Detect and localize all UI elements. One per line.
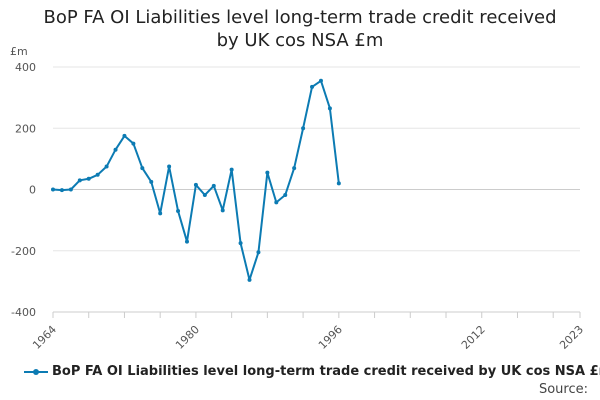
x-tick-label: 1980 xyxy=(173,323,202,352)
y-axis: -400 -200 0 200 400 xyxy=(11,61,36,319)
data-point[interactable] xyxy=(167,164,172,169)
series-group xyxy=(51,78,341,282)
data-point[interactable] xyxy=(283,193,288,198)
x-tick-label: 2023 xyxy=(557,323,586,352)
data-point[interactable] xyxy=(211,183,216,188)
data-point[interactable] xyxy=(310,84,315,89)
data-point[interactable] xyxy=(68,187,73,192)
data-point[interactable] xyxy=(292,166,297,171)
y-tick-label: -400 xyxy=(11,306,36,319)
legend-swatch xyxy=(24,366,48,378)
y-tick-label: -200 xyxy=(11,245,36,258)
data-point[interactable] xyxy=(149,179,154,184)
data-point[interactable] xyxy=(77,178,82,183)
series-line xyxy=(52,79,340,281)
data-point[interactable] xyxy=(59,188,64,193)
data-point[interactable] xyxy=(122,133,127,138)
grid-lines xyxy=(53,66,580,313)
data-point[interactable] xyxy=(158,211,163,216)
y-tick-label: 400 xyxy=(15,61,36,74)
chart-title: BoP FA OI Liabilities level long-term tr… xyxy=(0,6,600,52)
data-point[interactable] xyxy=(238,241,243,246)
data-point[interactable] xyxy=(265,170,270,175)
y-unit-label: £m xyxy=(10,45,28,58)
x-tick-label: 1996 xyxy=(316,323,345,352)
x-tick-label: 1964 xyxy=(30,323,59,352)
data-point[interactable] xyxy=(202,193,207,198)
data-point[interactable] xyxy=(327,106,332,111)
data-point[interactable] xyxy=(104,164,109,169)
data-point[interactable] xyxy=(95,172,100,177)
y-tick-label: 200 xyxy=(15,122,36,135)
data-point[interactable] xyxy=(51,187,55,192)
data-point[interactable] xyxy=(113,147,118,152)
x-tick-label: 2012 xyxy=(459,323,488,352)
data-point[interactable] xyxy=(256,250,261,255)
legend-label: BoP FA OI Liabilities level long-term tr… xyxy=(52,364,600,379)
data-point[interactable] xyxy=(176,208,181,213)
data-point[interactable] xyxy=(140,166,145,171)
data-point[interactable] xyxy=(86,176,91,181)
data-point[interactable] xyxy=(336,181,341,186)
legend: BoP FA OI Liabilities level long-term tr… xyxy=(24,364,600,379)
chart-title-line-2: by UK cos NSA £m xyxy=(216,30,384,51)
data-point[interactable] xyxy=(318,78,323,83)
chart-title-line-1: BoP FA OI Liabilities level long-term tr… xyxy=(43,7,557,28)
data-point[interactable] xyxy=(184,239,189,244)
data-point[interactable] xyxy=(247,277,252,282)
source-label: Source: xyxy=(538,382,588,397)
data-point[interactable] xyxy=(301,126,306,131)
y-tick-label: 0 xyxy=(29,184,36,197)
data-point[interactable] xyxy=(274,200,279,205)
data-point[interactable] xyxy=(131,141,136,146)
data-point[interactable] xyxy=(193,182,198,187)
data-point[interactable] xyxy=(220,208,225,213)
data-point[interactable] xyxy=(229,167,234,172)
x-axis: 1964 1980 1996 2012 2023 xyxy=(30,311,586,352)
